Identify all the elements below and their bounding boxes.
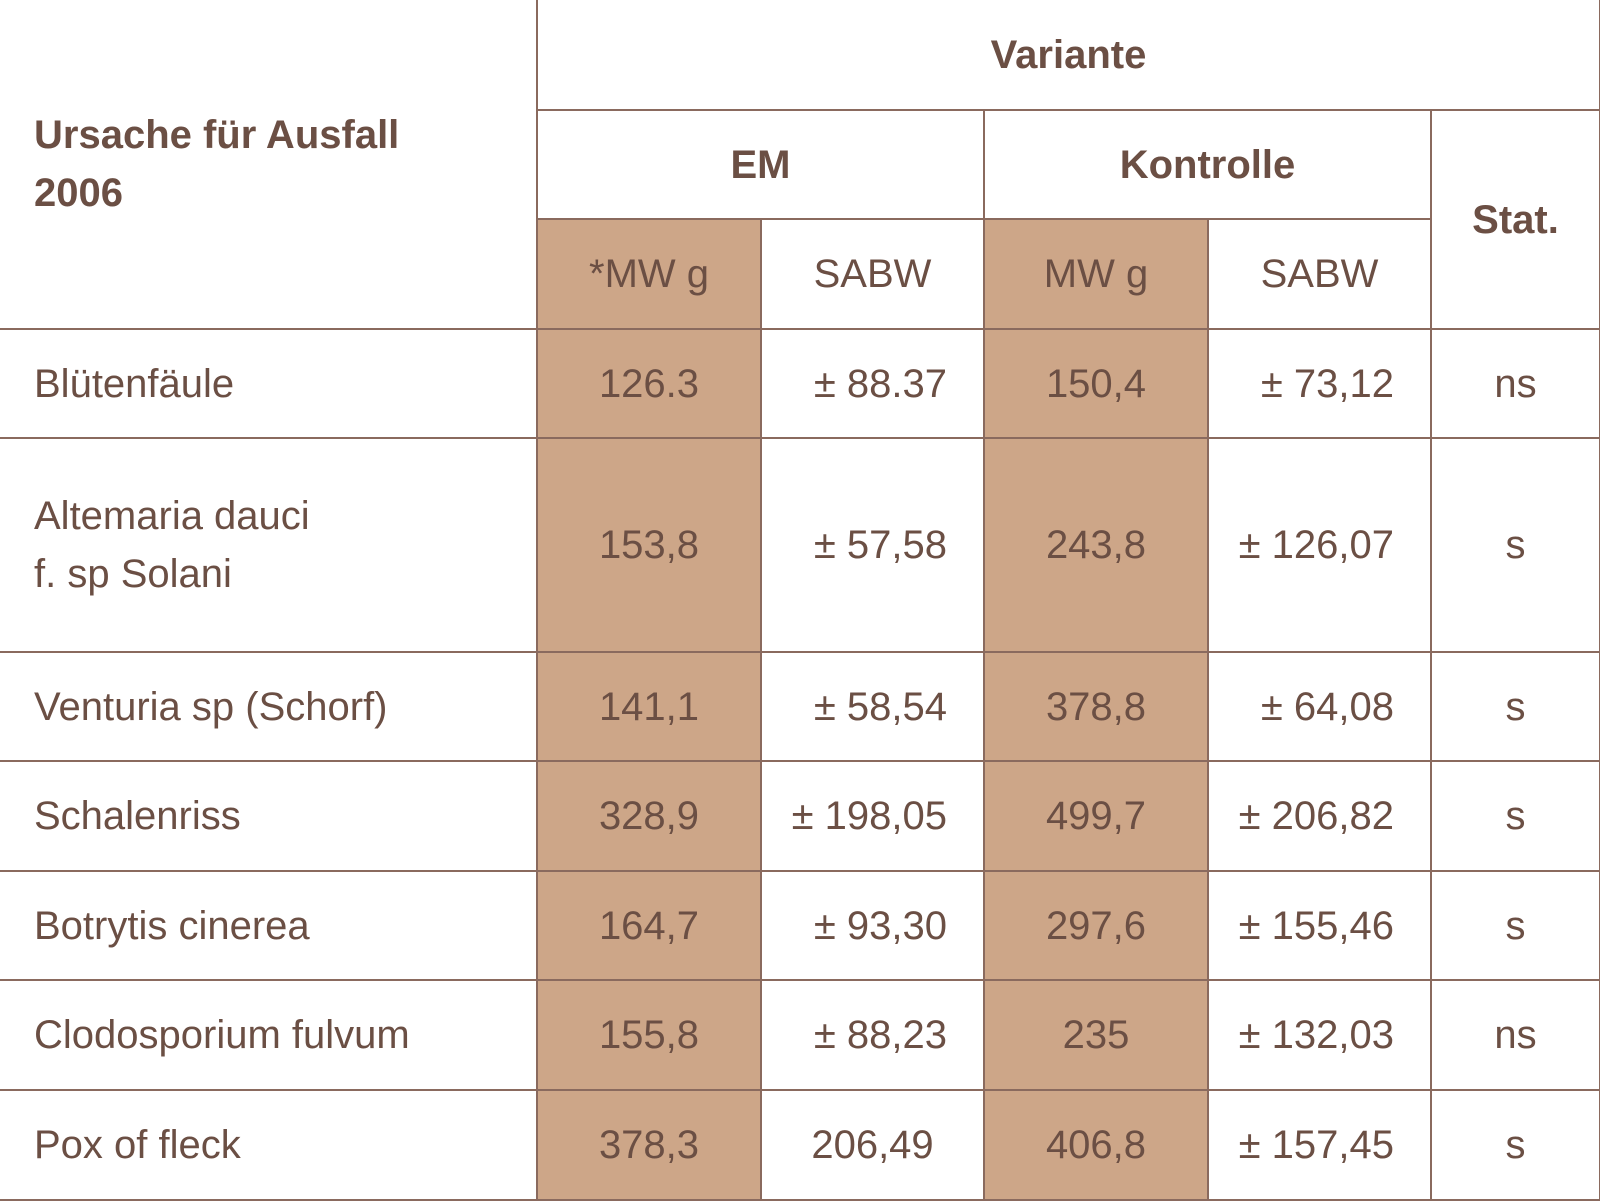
em-mw-cell: 328,9	[536, 760, 762, 872]
cause-cell: Blütenfäule	[0, 328, 538, 439]
em-header: EM	[537, 109, 985, 220]
cause-cell-text: Altemaria dauci f. sp Solani	[34, 494, 310, 596]
header-row-1: Ursache für Ausfall 2006 Variante	[0, 0, 1600, 330]
stat-header: Stat.	[1430, 109, 1600, 330]
em-mw-cell: 126.3	[536, 328, 762, 439]
table-row: Schalenriss 328,9 ± 198,05 499,7 ± 206,8…	[0, 760, 1600, 872]
table-row: Venturia sp (Schorf) 141,1 ± 58,54 378,8…	[0, 651, 1600, 762]
em-sabw-cell: ± 58,54	[760, 651, 985, 762]
em-sabw-cell: 206,49	[760, 1089, 985, 1201]
stat-cell: s	[1430, 437, 1600, 653]
row-label-header: Ursache für Ausfall 2006	[0, 0, 538, 330]
k-sabw-cell: ± 132,03	[1207, 979, 1432, 1091]
k-sabw-cell: ± 126,07	[1207, 437, 1432, 653]
k-mw-cell: 297,6	[983, 870, 1209, 981]
table-row: Pox of fleck 378,3 206,49 406,8 ± 157,45…	[0, 1089, 1600, 1201]
table-row: Altemaria dauci f. sp Solani 153,8 ± 57,…	[0, 437, 1600, 653]
table-row: Botrytis cinerea 164,7 ± 93,30 297,6 ± 1…	[0, 870, 1600, 981]
k-mw-cell: 499,7	[983, 760, 1209, 872]
em-sabw-cell: ± 88.37	[760, 328, 985, 439]
kontrolle-header: Kontrolle	[983, 109, 1432, 220]
stat-cell: ns	[1430, 979, 1600, 1091]
em-mw-cell: 155,8	[536, 979, 762, 1091]
k-mw-cell: 378,8	[983, 651, 1209, 762]
em-sabw-header: SABW	[760, 218, 985, 330]
k-sabw-cell: ± 64,08	[1207, 651, 1432, 762]
k-sabw-cell: ± 73,12	[1207, 328, 1432, 439]
em-mw-header: *MW g	[537, 218, 762, 330]
em-mw-cell: 164,7	[536, 870, 762, 981]
em-mw-cell: 153,8	[536, 437, 762, 653]
em-mw-cell: 378,3	[536, 1089, 762, 1201]
k-mw-cell: 235	[983, 979, 1209, 1091]
k-mw-cell: 406,8	[983, 1089, 1209, 1201]
em-sabw-cell: ± 93,30	[760, 870, 985, 981]
table-row: Clodosporium fulvum 155,8 ± 88,23 235 ± …	[0, 979, 1600, 1091]
header-row-2: EM Kontrolle Stat.	[0, 109, 1600, 330]
header-row-3: *MW g SABW MW g SABW	[0, 218, 1600, 330]
em-mw-cell: 141,1	[536, 651, 762, 762]
table-row: Blütenfäule 126.3 ± 88.37 150,4 ± 73,12 …	[0, 328, 1600, 439]
stat-cell: ns	[1430, 328, 1600, 439]
em-sabw-cell: ± 198,05	[760, 760, 985, 872]
k-sabw-cell: ± 157,45	[1207, 1089, 1432, 1201]
stat-cell: s	[1430, 760, 1600, 872]
em-sabw-cell: ± 88,23	[760, 979, 985, 1091]
k-sabw-cell: ± 155,46	[1207, 870, 1432, 981]
stat-cell: s	[1430, 651, 1600, 762]
stat-cell: s	[1430, 870, 1600, 981]
cause-cell: Pox of fleck	[0, 1089, 538, 1201]
stat-cell: s	[1430, 1089, 1600, 1201]
cause-cell: Clodosporium fulvum	[0, 979, 538, 1091]
k-mw-header: MW g	[983, 218, 1209, 330]
cause-cell: Altemaria dauci f. sp Solani	[0, 437, 538, 653]
cause-cell: Botrytis cinerea	[0, 870, 538, 981]
variante-header: Variante	[536, 0, 1600, 111]
row-label-title: Ursache für Ausfall 2006	[34, 113, 400, 215]
k-mw-cell: 150,4	[983, 328, 1209, 439]
cause-cell: Schalenriss	[0, 760, 538, 872]
em-sabw-cell: ± 57,58	[760, 437, 985, 653]
k-sabw-cell: ± 206,82	[1207, 760, 1432, 872]
cause-cell: Venturia sp (Schorf)	[0, 651, 538, 762]
k-sabw-header: SABW	[1207, 218, 1432, 330]
k-mw-cell: 243,8	[983, 437, 1209, 653]
